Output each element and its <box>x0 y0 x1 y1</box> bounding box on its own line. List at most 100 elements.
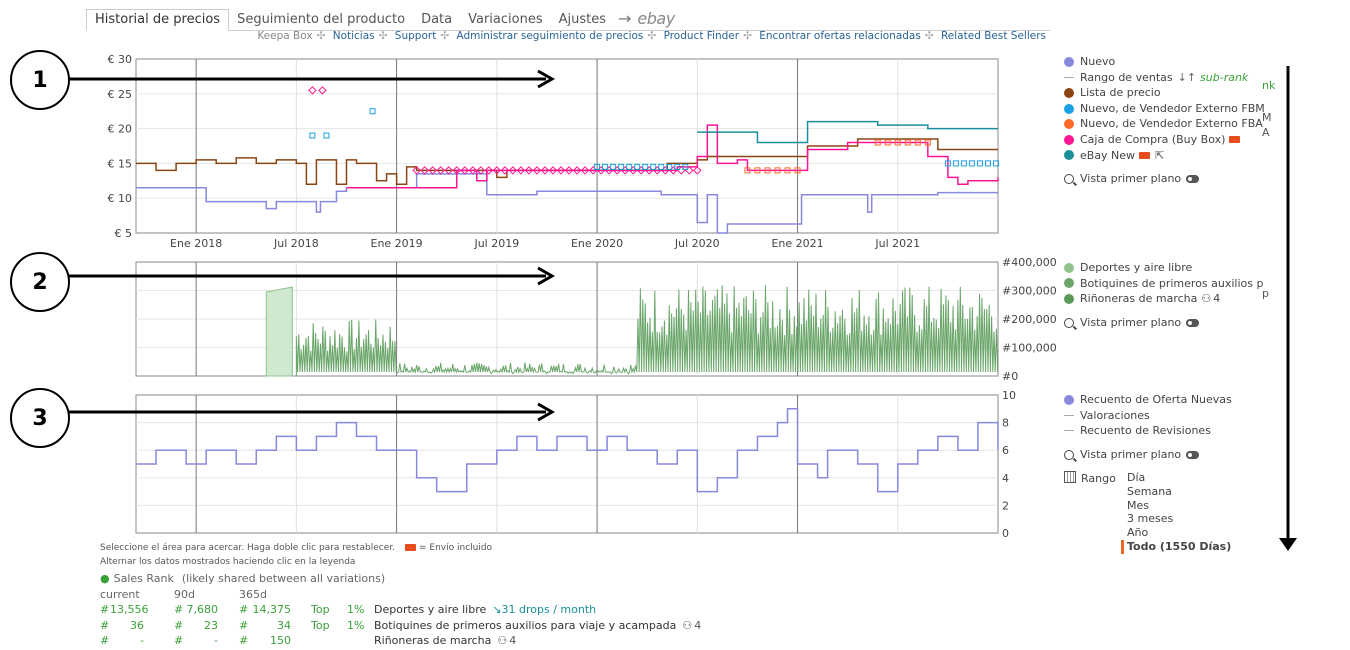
annotation-arrow-head <box>537 402 556 422</box>
link-manage-tracking[interactable]: Administrar seguimiento de precios <box>456 30 644 42</box>
price-marker <box>674 163 681 170</box>
sort-icon: ↓↑ <box>1177 70 1197 84</box>
zoom-toggle-offers[interactable]: Vista primer plano <box>1064 447 1232 463</box>
link-support[interactable]: Support <box>394 30 437 42</box>
price-marker <box>476 166 486 175</box>
rank-area <box>265 286 293 377</box>
link-news[interactable]: Noticias <box>332 30 375 42</box>
ebay-logo[interactable]: ebay <box>637 9 675 28</box>
legend-item-list-price[interactable]: Lista de precio <box>1064 85 1264 101</box>
search-icon <box>1064 317 1074 328</box>
price-marker <box>626 163 633 170</box>
category-link[interactable]: Botiquines de primeros auxilios para via… <box>374 618 677 632</box>
price-marker <box>693 166 702 175</box>
price-marker <box>540 166 550 175</box>
price-marker <box>754 167 761 174</box>
link-keepa-box[interactable]: Keepa Box <box>257 30 313 42</box>
price-marker <box>508 166 518 175</box>
price-marker <box>976 160 983 167</box>
price-marker <box>564 166 574 175</box>
price-marker <box>904 139 911 146</box>
zoom-toggle-price[interactable]: Vista primer plano <box>1064 171 1264 187</box>
legend-item-ratings[interactable]: Valoraciones <box>1064 408 1232 424</box>
link-product-finder[interactable]: Product Finder <box>663 30 740 42</box>
price-marker <box>634 163 641 170</box>
y-tick-label: € 20 <box>108 123 133 136</box>
toggle-icon[interactable] <box>1186 174 1200 183</box>
truck-icon <box>405 544 416 551</box>
toggle-icon[interactable] <box>1186 450 1200 459</box>
category-link[interactable]: Riñoneras de marcha <box>374 634 492 648</box>
price-marker <box>428 166 437 175</box>
search-icon <box>1064 173 1074 184</box>
tab-product-tracking[interactable]: Seguimiento del producto <box>237 12 406 27</box>
price-marker <box>874 139 881 146</box>
price-marker <box>500 166 510 175</box>
legend-item-first-aid[interactable]: Botiquines de primeros auxilios p <box>1064 276 1263 292</box>
callout-3: 3 <box>10 388 70 448</box>
tab-variations[interactable]: Variaciones <box>468 12 543 27</box>
tab-settings[interactable]: Ajustes <box>558 12 606 27</box>
range-option-week[interactable]: Semana <box>1127 484 1172 498</box>
price-marker <box>594 163 601 170</box>
external-link-icon[interactable]: ⇱ <box>1155 148 1165 162</box>
chart-notes: Seleccione el área para acercar. Haga do… <box>100 543 493 567</box>
y-tick-label: 2 <box>1002 499 1009 512</box>
legend-item-ebay-new[interactable]: eBay New ⇱ <box>1064 148 1264 164</box>
truck-icon <box>1229 136 1241 144</box>
x-tick-label: Ene 2018 <box>170 237 222 250</box>
table-row: #36 #23 #34 Top 1% Botiquines de primeros… <box>100 618 702 632</box>
legend-item-sports[interactable]: Deportes y aire libre <box>1064 260 1263 276</box>
price-marker <box>774 167 781 174</box>
price-marker <box>309 132 316 139</box>
cut-text: A <box>1262 126 1270 139</box>
legend-item-reviews[interactable]: Recuento de Revisiones <box>1064 423 1232 439</box>
zoom-toggle-rank[interactable]: Vista primer plano <box>1064 315 1263 331</box>
price-marker <box>484 166 494 175</box>
price-marker <box>794 167 801 174</box>
price-marker <box>914 139 921 146</box>
range-option-year[interactable]: Año <box>1127 526 1149 540</box>
category-link[interactable]: Deportes y aire libre <box>374 603 487 617</box>
price-marker <box>944 160 951 167</box>
price-marker <box>610 163 617 170</box>
series-line-nuevo <box>136 173 998 234</box>
y-tick-label: 6 <box>1002 444 1009 457</box>
price-marker <box>952 160 959 167</box>
range-option-day[interactable]: Día <box>1127 471 1146 484</box>
link-related-best-sellers[interactable]: Related Best Sellers <box>940 30 1046 42</box>
legend-price: Nuevo Rango de ventas ↓↑ sub-rank Lista de… <box>1064 54 1264 187</box>
price-marker <box>308 86 317 95</box>
legend-item-offer-count[interactable]: Recuento de Oferta Nuevas <box>1064 392 1232 408</box>
legend-item-buy-box[interactable]: Caja de Compra (Buy Box) <box>1064 132 1264 148</box>
x-tick-label: Ene 2021 <box>771 237 823 250</box>
legend-item-waist-packs[interactable]: Riñoneras de marcha ⚇ 4 <box>1064 291 1263 307</box>
legend-item-new[interactable]: Nuevo <box>1064 54 1264 70</box>
link-related-offers[interactable]: Encontrar ofertas relacionadas <box>759 30 921 42</box>
price-marker <box>532 166 542 175</box>
price-marker <box>642 163 649 170</box>
tab-price-history[interactable]: Historial de precios <box>86 9 230 31</box>
hierarchy-icon: ⚇ <box>682 618 693 632</box>
annotation-arrow-head <box>537 69 556 89</box>
tab-data[interactable]: Data <box>421 12 453 27</box>
price-marker <box>323 132 330 139</box>
range-option-3months[interactable]: 3 meses <box>1127 512 1174 526</box>
sales-rank-table: ● Sales Rank (likely shared between all va… <box>100 572 702 648</box>
sub-rank-label[interactable]: sub-rank <box>1200 70 1249 84</box>
toggle-icon[interactable] <box>1186 318 1200 327</box>
x-tick-label: Ene 2020 <box>571 237 623 250</box>
price-marker <box>369 108 376 115</box>
legend-item-sales-rank[interactable]: Rango de ventas ↓↑ sub-rank <box>1064 70 1264 86</box>
price-marker <box>744 167 751 174</box>
legend-offers: Recuento de Oferta Nuevas Valoraciones R… <box>1064 392 1232 462</box>
range-option-month[interactable]: Mes <box>1127 498 1149 512</box>
legend-item-fbm[interactable]: Nuevo, de Vendedor Externo FBM <box>1064 101 1264 117</box>
price-marker <box>452 166 461 175</box>
legend-item-fba[interactable]: Nuevo, de Vendedor Externo FBA <box>1064 116 1264 132</box>
price-marker <box>968 160 975 167</box>
price-marker <box>666 163 673 170</box>
range-option-all[interactable]: Todo (1550 Días) <box>1121 539 1231 554</box>
price-marker <box>556 166 566 175</box>
